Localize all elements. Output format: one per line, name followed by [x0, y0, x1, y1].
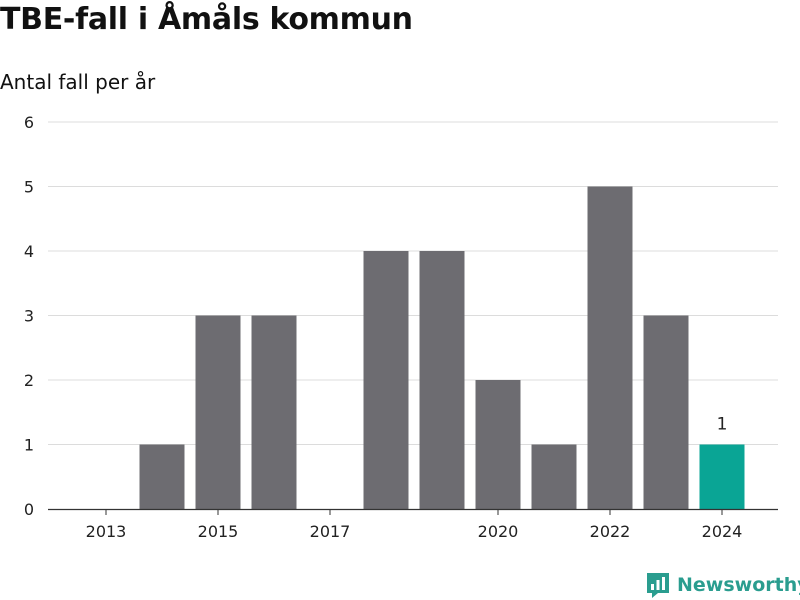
newsworthy-logo-icon	[647, 573, 669, 598]
brand-name: Newsworthy	[677, 574, 800, 596]
bar	[139, 444, 185, 509]
y-tick-label: 1	[24, 436, 34, 455]
bar	[531, 444, 577, 509]
x-tick-label: 2022	[590, 522, 631, 541]
bar	[363, 251, 409, 509]
chart-subtitle: Antal fall per år	[0, 70, 156, 94]
y-tick-label: 6	[24, 113, 34, 132]
bar	[643, 315, 689, 509]
bar	[251, 315, 297, 509]
y-tick-label: 0	[24, 500, 34, 519]
bar	[419, 251, 465, 509]
data-label: 1	[717, 415, 728, 435]
bar	[475, 380, 521, 509]
y-tick-label: 3	[24, 307, 34, 326]
x-tick-label: 2015	[198, 522, 239, 541]
x-tick-label: 2020	[478, 522, 519, 541]
x-tick-label: 2013	[86, 522, 127, 541]
x-tick-label: 2017	[310, 522, 351, 541]
chart-title: TBE-fall i Åmåls kommun	[0, 2, 413, 37]
x-tick-label: 2024	[702, 522, 743, 541]
y-tick-label: 4	[24, 242, 34, 261]
newsworthy-brand: Newsworthy	[645, 571, 800, 599]
y-tick-label: 2	[24, 371, 34, 390]
bar	[587, 186, 633, 509]
y-tick-label: 5	[24, 178, 34, 197]
bar	[195, 315, 241, 509]
bar	[699, 444, 745, 509]
